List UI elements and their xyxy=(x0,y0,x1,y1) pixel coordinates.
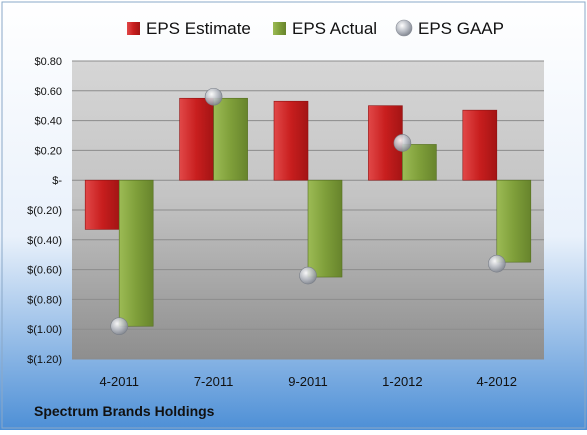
x-tick-label: 1-2012 xyxy=(382,374,422,389)
bar-estimate xyxy=(273,100,309,181)
y-axis-ticks: $0.80 $0.60 $0.40 $0.20 $- $(0.20) $(0.40) $(0.… xyxy=(27,56,62,366)
y-tick-label: $(0.80) xyxy=(27,294,62,306)
gaap-marker xyxy=(299,266,317,285)
y-tick-label: $0.80 xyxy=(34,56,62,68)
bar-actual xyxy=(402,144,437,181)
legend-swatch-estimate xyxy=(127,22,140,35)
bars xyxy=(84,97,532,327)
gaap-marker xyxy=(110,317,128,336)
y-tick-label: $0.60 xyxy=(34,86,62,98)
bar-actual xyxy=(213,97,248,181)
legend-item-gaap: EPS GAAP xyxy=(395,19,504,38)
y-tick-label: $(1.00) xyxy=(27,324,62,336)
y-tick-label: $0.20 xyxy=(34,145,62,157)
y-tick-label: $(0.60) xyxy=(27,265,62,277)
bar-actual xyxy=(307,179,343,278)
bar-estimate xyxy=(84,179,120,230)
gaap-marker xyxy=(204,87,223,106)
x-tick-label: 4-2011 xyxy=(99,374,139,389)
x-axis-ticks: 4-2011 7-2011 9-2011 1-2012 4-2012 xyxy=(99,374,517,389)
gaap-marker xyxy=(487,254,506,273)
bar-actual xyxy=(496,179,532,263)
legend-item-actual: EPS Actual xyxy=(273,19,377,38)
y-tick-label: $(0.40) xyxy=(27,235,62,247)
company-name: Spectrum Brands Holdings xyxy=(34,403,215,419)
bar-estimate xyxy=(462,109,498,181)
legend-label-estimate: EPS Estimate xyxy=(146,19,251,38)
y-tick-label: $(0.20) xyxy=(27,205,62,217)
x-tick-label: 9-2011 xyxy=(288,374,328,389)
x-tick-label: 7-2011 xyxy=(194,374,234,389)
y-tick-label: $(1.20) xyxy=(27,354,62,366)
y-tick-label: $0.40 xyxy=(34,116,62,128)
x-tick-label: 4-2012 xyxy=(477,374,517,389)
legend: EPS Estimate EPS Actual EPS GAAP xyxy=(127,19,504,38)
bar-actual xyxy=(118,179,154,327)
legend-label-gaap: EPS GAAP xyxy=(418,19,504,38)
legend-label-actual: EPS Actual xyxy=(292,19,377,38)
legend-swatch-actual xyxy=(273,22,286,35)
gaap-marker xyxy=(393,134,412,152)
gaap-markers xyxy=(110,87,506,336)
legend-marker-gaap xyxy=(395,19,413,37)
legend-item-estimate: EPS Estimate xyxy=(127,19,251,38)
y-tick-label: $- xyxy=(52,175,62,187)
bar-estimate xyxy=(179,97,214,181)
